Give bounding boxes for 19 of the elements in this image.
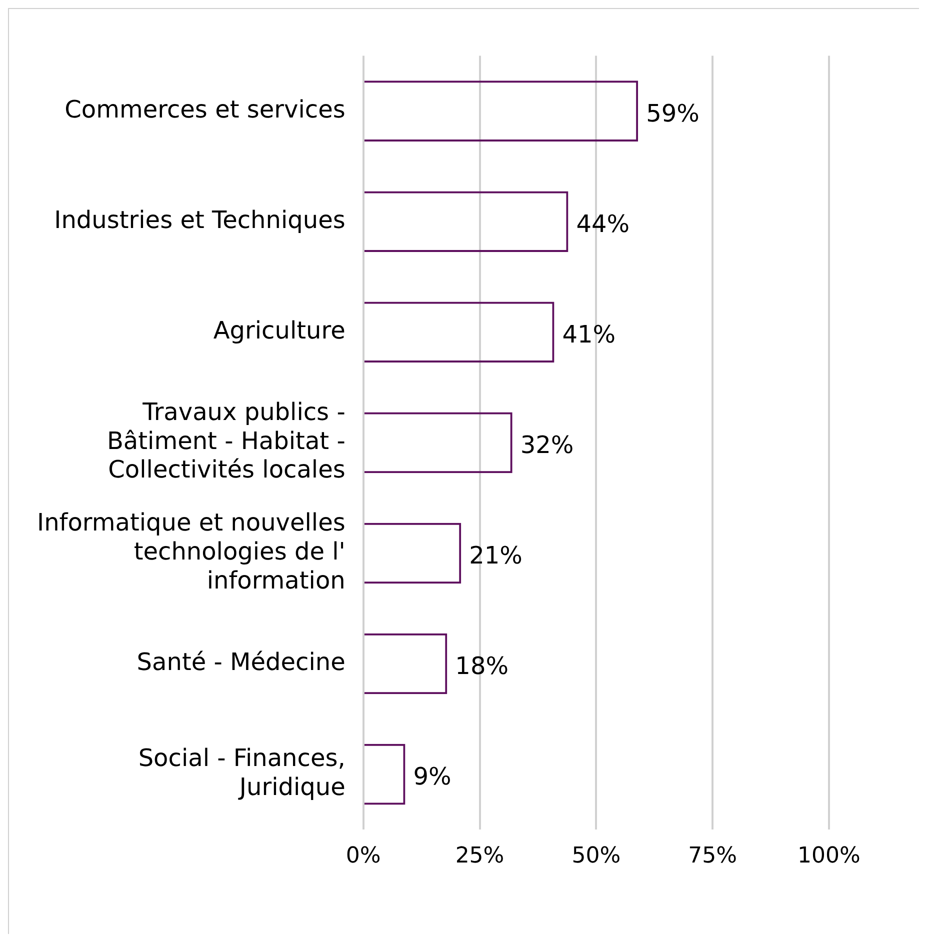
data-label: 59% (646, 99, 700, 128)
y-tick-label: Agriculture (213, 316, 346, 344)
y-tick-label: Social - Finances, Juridique (138, 744, 346, 801)
data-label: 32% (520, 430, 574, 459)
data-label: 21% (469, 541, 522, 570)
y-tick-label: Santé - Médecine (136, 648, 346, 676)
x-tick-label: 75% (688, 844, 738, 869)
x-tick-label: 50% (572, 844, 621, 869)
y-tick-label: Industries et Techniques (54, 206, 346, 234)
y-tick-label: Commerces et services (64, 95, 346, 124)
data-label: 9% (413, 762, 452, 791)
x-tick-label: 25% (455, 844, 504, 869)
x-tick-label: 0% (346, 844, 381, 869)
data-label: 41% (562, 320, 616, 348)
x-tick-label: 100% (798, 844, 860, 869)
y-tick-label: Travaux publics - Bâtiment - Habitat - Collectivités locales (106, 398, 346, 484)
data-label: 44% (576, 210, 630, 238)
y-tick-label: Informatique et nouvelles technologies de l' information (36, 508, 346, 594)
data-label: 18% (455, 652, 509, 680)
